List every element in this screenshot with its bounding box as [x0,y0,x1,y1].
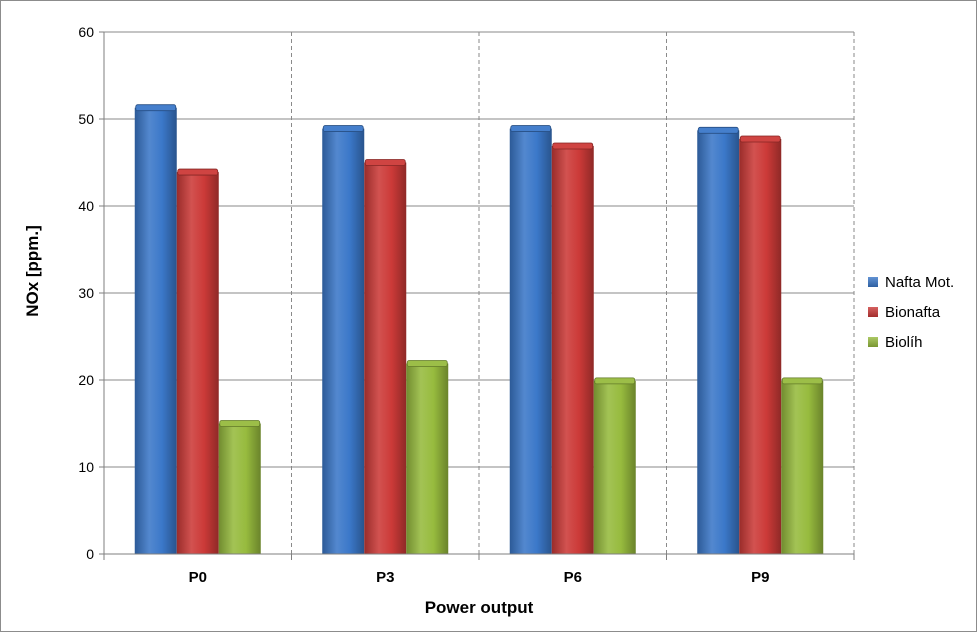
bar-cap-P3-1 [364,159,406,166]
bars [134,104,824,554]
y-tick-label: 0 [86,546,94,562]
bar-cap-P6-2 [594,377,636,385]
bar-P6-0 [509,128,552,554]
legend: Nafta Mot. Bionafta Biolíh [868,274,954,351]
gridlines [104,31,855,554]
x-axis-title: Power output [425,598,534,617]
y-tick-label: 50 [78,111,94,127]
y-tick-label: 60 [78,24,94,40]
bar-cap-P0-2 [219,420,261,427]
bar-cap-P0-0 [135,104,177,112]
legend-label-1: Bionafta [885,304,941,321]
bar-cap-P6-1 [552,142,594,150]
axes [99,31,855,560]
bar-cap-P9-0 [697,126,739,134]
x-tick-label: P6 [564,569,582,586]
bar-P0-2 [218,423,261,554]
bar-P9-2 [781,380,824,554]
bar-cap-P6-0 [510,125,552,132]
bar-P3-0 [322,128,365,554]
bar-P3-1 [364,162,407,554]
y-axis-title: NOx [ppm.] [23,225,42,317]
legend-swatch-0 [868,277,878,287]
bar-cap-P9-1 [739,135,781,143]
bar-P0-1 [176,172,219,554]
bar-P6-2 [593,380,636,554]
bar-cap-P3-2 [406,360,448,367]
x-tick-label: P9 [751,569,769,586]
x-tick-labels: P0 P3 P6 P9 [189,569,770,586]
bar-cap-P9-2 [781,377,823,385]
bar-P3-2 [406,363,449,554]
x-tick-label: P0 [189,569,207,586]
bar-cap-P3-0 [322,125,364,132]
bar-P9-0 [697,130,740,554]
y-tick-label: 20 [78,372,94,388]
bar-P0-0 [134,107,177,554]
y-tick-labels: 0 10 20 30 40 50 60 [78,24,94,562]
y-tick-label: 10 [78,459,94,475]
y-tick-label: 30 [78,285,94,301]
legend-label-2: Biolíh [885,334,923,351]
legend-swatch-1 [868,307,878,317]
bar-P9-1 [739,139,782,554]
bar-cap-P0-1 [177,168,219,176]
y-tick-label: 40 [78,198,94,214]
bar-P6-1 [551,145,594,554]
legend-label-0: Nafta Mot. [885,274,954,291]
legend-swatch-2 [868,337,878,347]
x-tick-label: P3 [376,569,394,586]
